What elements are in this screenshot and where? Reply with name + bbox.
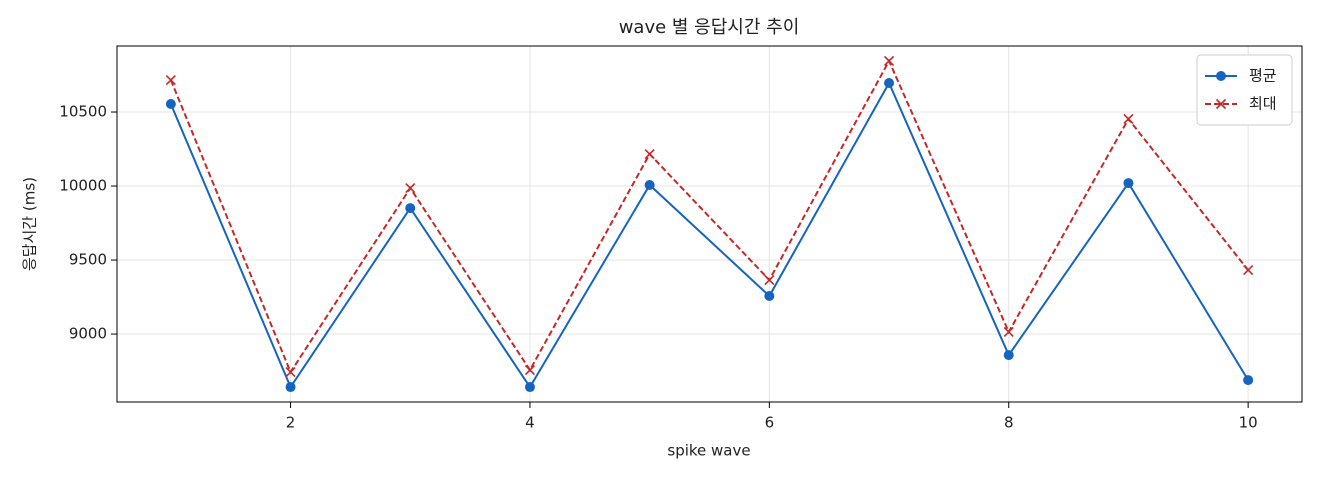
data-point [405, 183, 416, 194]
data-point [165, 99, 176, 110]
y-tick-label: 10500 [59, 103, 107, 121]
y-axis-label: 응답시간 (ms) [21, 177, 39, 271]
data-point [524, 382, 535, 393]
data-point [764, 291, 775, 302]
data-point [884, 78, 895, 89]
data-point [883, 55, 895, 67]
data-point [644, 148, 655, 160]
data-point [524, 364, 536, 376]
legend-label: 평균 [1249, 67, 1277, 85]
data-point [1123, 113, 1134, 125]
data-point [1003, 350, 1014, 361]
data-point [285, 382, 296, 393]
legend-label: 최대 [1249, 95, 1277, 113]
y-tick-label: 10000 [59, 177, 107, 195]
y-tick-label: 9000 [69, 325, 107, 343]
x-tick-label: 6 [765, 414, 775, 432]
series-line [169, 80, 1249, 390]
data-point [165, 74, 176, 86]
data-point [405, 203, 416, 214]
data-point [764, 274, 775, 286]
data-point [1243, 265, 1254, 276]
x-axis-label: spike wave [667, 442, 750, 460]
legend-marker [1216, 71, 1226, 81]
x-tick-label: 2 [286, 414, 296, 432]
y-tick-label: 9500 [69, 251, 107, 269]
x-tick-label: 10 [1239, 414, 1258, 432]
chart-title: wave 별 응답시간 추이 [619, 17, 800, 38]
plot-frame [116, 45, 1303, 403]
series-line [169, 58, 1249, 375]
data-point [644, 179, 655, 190]
x-tick-label: 8 [1004, 414, 1014, 432]
data-point [285, 367, 296, 378]
legend-box [1196, 54, 1293, 126]
legend-marker [1215, 98, 1227, 110]
x-tick-label: 4 [525, 414, 535, 432]
data-point [1243, 375, 1254, 386]
data-point [1123, 178, 1134, 189]
data-point [1003, 326, 1014, 338]
